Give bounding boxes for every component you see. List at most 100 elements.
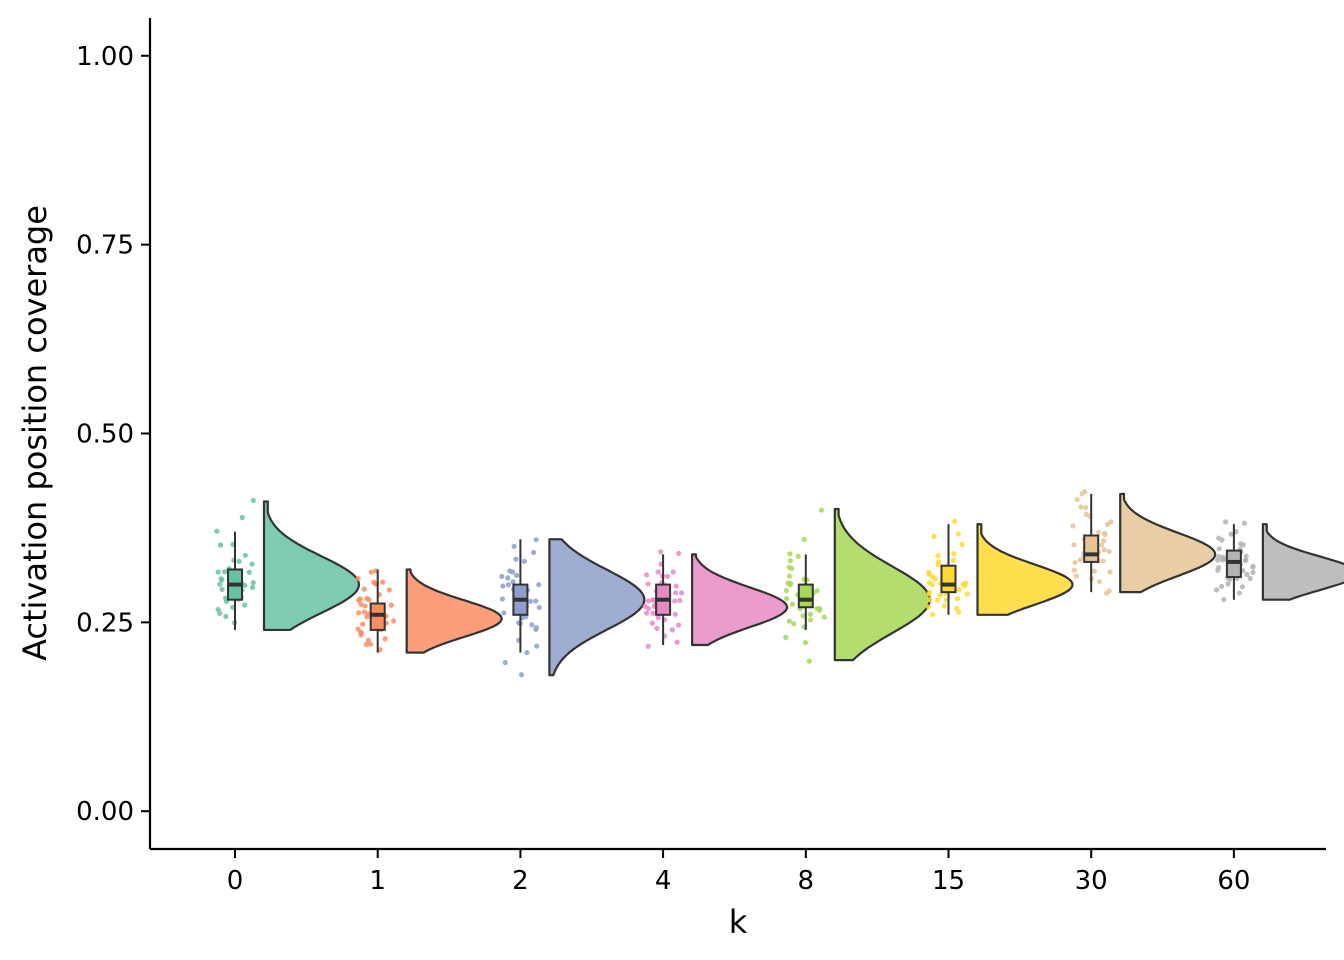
data-point: [786, 618, 792, 624]
data-point: [1236, 590, 1242, 596]
data-point: [658, 549, 664, 555]
data-point: [363, 641, 369, 647]
data-point: [242, 602, 248, 608]
data-point: [956, 587, 962, 593]
data-point: [513, 556, 519, 562]
raincloud-group-k-0: [214, 497, 361, 632]
data-point: [361, 586, 367, 592]
x-tick-label: 8: [798, 866, 815, 896]
data-point: [787, 558, 793, 564]
data-point: [1238, 541, 1244, 547]
data-point: [1071, 542, 1077, 548]
data-point: [954, 605, 960, 612]
data-point: [673, 583, 679, 589]
data-point: [533, 624, 540, 631]
data-point: [521, 558, 527, 564]
data-point: [386, 587, 392, 593]
data-point: [786, 573, 792, 579]
raincloud-group-k-30: [1070, 488, 1217, 596]
data-point: [1072, 559, 1078, 566]
data-point: [672, 598, 678, 604]
y-tick-label: 0.50: [76, 420, 134, 450]
data-point: [356, 610, 362, 616]
data-point: [531, 549, 537, 556]
data-point: [670, 569, 676, 575]
data-point: [510, 569, 516, 575]
raincloud-group-k-15: [925, 518, 1074, 618]
data-point: [672, 611, 678, 617]
data-point: [1244, 571, 1250, 578]
data-point: [356, 597, 362, 603]
data-point: [806, 658, 812, 664]
data-point: [360, 621, 366, 627]
x-tick-label: 30: [1075, 866, 1108, 896]
data-point: [1216, 564, 1222, 571]
data-point: [358, 601, 364, 607]
data-point: [791, 621, 797, 627]
data-point: [650, 610, 656, 616]
data-point: [1100, 538, 1107, 544]
y-tick-label: 0.00: [76, 797, 134, 827]
data-point: [645, 643, 651, 649]
data-point: [927, 589, 933, 596]
data-point: [1225, 581, 1231, 587]
data-point: [931, 533, 937, 539]
box-iqr: [1083, 534, 1100, 563]
data-point: [222, 595, 229, 601]
data-point: [380, 579, 386, 585]
axes: [148, 18, 1326, 851]
data-point: [655, 569, 661, 575]
data-point: [500, 583, 506, 589]
data-point: [1104, 521, 1111, 527]
data-point: [926, 571, 932, 577]
data-point: [1070, 523, 1076, 529]
data-point: [807, 611, 814, 617]
data-point: [650, 597, 656, 603]
data-point: [1083, 504, 1089, 511]
data-point: [536, 604, 542, 611]
raincloud-group-k-4: [642, 549, 789, 649]
data-point: [246, 569, 252, 575]
data-point: [1102, 531, 1108, 538]
data-point: [645, 598, 651, 604]
data-point: [954, 596, 961, 602]
data-point: [1250, 564, 1256, 570]
data-point: [529, 622, 535, 628]
data-point: [249, 584, 256, 591]
data-point: [950, 557, 957, 564]
data-point: [814, 605, 820, 612]
data-point: [643, 610, 650, 616]
data-point: [664, 573, 671, 579]
data-point: [1103, 590, 1110, 596]
data-point: [511, 543, 517, 549]
data-point: [1074, 496, 1080, 503]
data-point: [249, 561, 255, 567]
data-point: [1243, 553, 1249, 559]
data-point: [1221, 596, 1227, 603]
data-point: [956, 609, 962, 615]
data-point: [1077, 557, 1083, 563]
data-point: [502, 659, 508, 666]
data-point: [217, 542, 224, 548]
data-point: [934, 597, 941, 603]
data-point: [242, 552, 248, 558]
half-violin: [548, 538, 646, 677]
data-point: [1223, 519, 1229, 525]
data-point: [1247, 575, 1253, 581]
half-violin: [262, 500, 361, 632]
x-axis-title: k: [729, 903, 748, 941]
x-tick-label: 15: [932, 866, 965, 896]
data-point: [783, 588, 789, 594]
data-point: [787, 551, 793, 557]
data-point: [364, 595, 370, 602]
data-point: [783, 595, 790, 602]
data-point: [250, 580, 256, 586]
data-point: [1082, 488, 1088, 495]
data-point: [1239, 584, 1246, 590]
data-point: [669, 627, 675, 633]
data-point: [1219, 557, 1226, 563]
data-point: [218, 576, 224, 582]
data-point: [935, 553, 941, 559]
data-point: [649, 620, 655, 626]
